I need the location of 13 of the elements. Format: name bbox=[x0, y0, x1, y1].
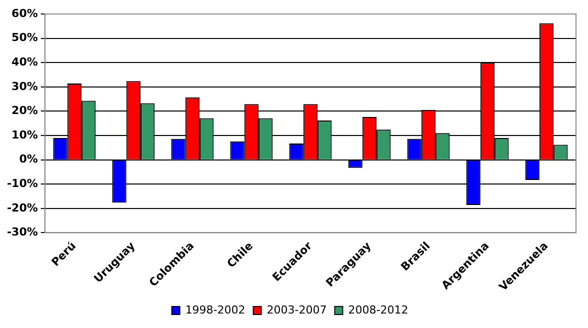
legend-label: 1998-2002 bbox=[185, 303, 246, 316]
y-tick-label: 50% bbox=[12, 31, 38, 44]
y-tick-label: 30% bbox=[12, 80, 38, 93]
y-tick-label: 20% bbox=[12, 104, 38, 118]
legend-label: 2008-2012 bbox=[348, 303, 408, 316]
y-tick-label: -10% bbox=[6, 176, 38, 190]
y-tick-label: -30% bbox=[6, 226, 38, 239]
y-tick-label: 0% bbox=[19, 152, 38, 166]
legend-label: 2003-2007 bbox=[266, 303, 327, 316]
y-tick-label: 10% bbox=[12, 128, 38, 142]
y-tick-label: -20% bbox=[6, 201, 38, 214]
y-tick-label: 40% bbox=[12, 55, 38, 68]
y-tick-label: 60% bbox=[12, 6, 38, 20]
